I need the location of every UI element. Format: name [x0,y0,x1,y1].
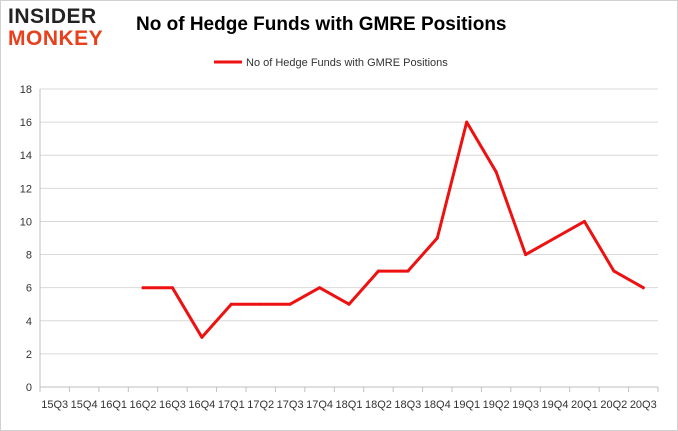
data-point-16Q3 [170,286,174,290]
x-tick-label-15Q3: 15Q3 [41,399,68,411]
x-tick-label-19Q3: 19Q3 [512,399,539,411]
x-tick-label-19Q2: 19Q2 [483,399,510,411]
x-tick-label-20Q1: 20Q1 [571,399,598,411]
x-tick-label-16Q3: 16Q3 [159,399,186,411]
insider-monkey-logo: INSIDER MONKEY [8,6,130,52]
data-point-18Q4 [435,236,439,240]
data-point-19Q3 [524,253,528,257]
data-point-18Q1 [347,302,351,306]
y-tick-label-0: 0 [26,382,32,394]
data-point-20Q3 [641,286,645,290]
data-point-17Q2 [259,302,263,306]
x-tick-label-18Q4: 18Q4 [424,399,451,411]
x-tick-label-16Q2: 16Q2 [130,399,157,411]
series-line-0 [141,120,645,339]
x-tick-label-16Q1: 16Q1 [100,399,127,411]
data-point-16Q4 [200,335,204,339]
chart-title: No of Hedge Funds with GMRE Positions [136,14,507,35]
logo-line-1: INSIDER [8,5,97,28]
data-point-17Q4 [318,286,322,290]
x-tick-label-19Q1: 19Q1 [453,399,480,411]
x-tick-label-17Q2: 17Q2 [247,399,274,411]
x-tick-label-18Q2: 18Q2 [365,399,392,411]
x-tick-label-20Q3: 20Q3 [630,399,657,411]
x-tick-label-15Q4: 15Q4 [71,399,98,411]
data-point-20Q1 [582,219,586,223]
legend-label-0: No of Hedge Funds with GMRE Positions [246,57,448,69]
x-tick-label-20Q2: 20Q2 [600,399,627,411]
data-point-19Q4 [553,236,557,240]
y-tick-label-18: 18 [20,84,32,96]
x-tick-label-16Q4: 16Q4 [188,399,215,411]
data-point-17Q1 [229,302,233,306]
y-tick-label-10: 10 [20,216,32,228]
y-tick-label-4: 4 [26,316,32,328]
x-tick-label-19Q4: 19Q4 [542,399,569,411]
y-tick-label-2: 2 [26,349,32,361]
x-tick-label-17Q1: 17Q1 [218,399,245,411]
y-tick-label-12: 12 [20,183,32,195]
y-tick-label-16: 16 [20,117,32,129]
data-point-18Q3 [406,269,410,273]
data-point-16Q2 [141,286,145,290]
y-tick-label-14: 14 [20,150,32,162]
x-tick-label-18Q1: 18Q1 [336,399,363,411]
data-point-17Q3 [288,302,292,306]
x-tick-label-17Q3: 17Q3 [277,399,304,411]
data-point-20Q2 [612,269,616,273]
data-point-18Q2 [376,269,380,273]
y-tick-label-6: 6 [26,283,32,295]
x-tick-label-17Q4: 17Q4 [306,399,333,411]
y-tick-label-8: 8 [26,250,32,262]
data-point-19Q1 [465,120,469,124]
data-point-19Q2 [494,170,498,174]
logo-line-2: MONKEY [8,27,104,50]
x-tick-label-18Q3: 18Q3 [394,399,421,411]
